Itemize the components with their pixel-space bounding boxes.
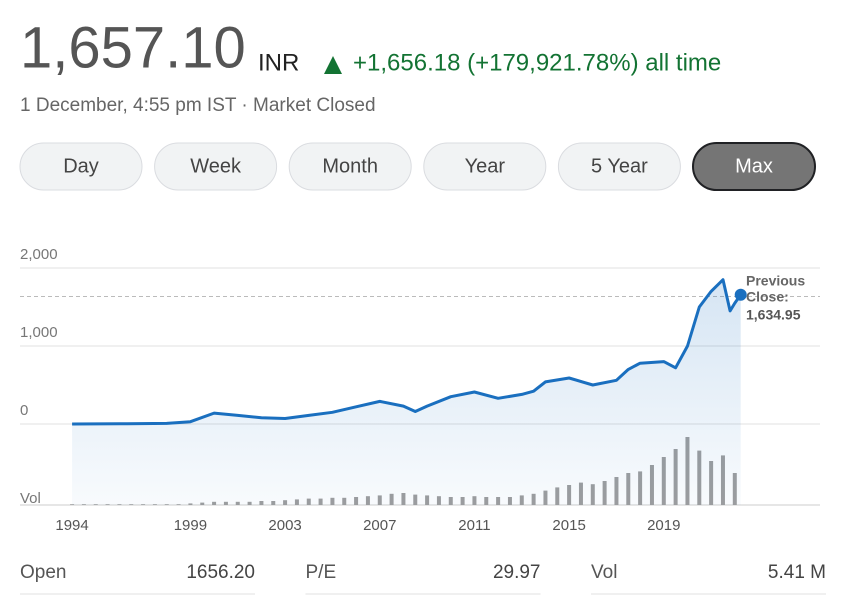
previous-close-text: Close: xyxy=(746,289,789,305)
up-arrow xyxy=(324,56,342,74)
last-point xyxy=(734,288,747,301)
range-label[interactable]: Day xyxy=(63,155,99,177)
volume-bar xyxy=(70,504,75,505)
price-line xyxy=(72,278,742,426)
range-label[interactable]: Year xyxy=(465,155,506,177)
y-tick-label: 0 xyxy=(20,402,28,419)
area-fill xyxy=(72,279,741,505)
x-tick-label: 1999 xyxy=(174,517,207,534)
x-tick-label: 2019 xyxy=(647,517,680,534)
stat-value: 1656.20 xyxy=(186,562,255,583)
stat-value: 29.97 xyxy=(493,562,541,583)
range-label[interactable]: 5 Year xyxy=(591,155,648,177)
previous-close-text: Previous xyxy=(746,273,805,289)
x-tick-label: 2003 xyxy=(268,517,301,534)
range-label[interactable]: Week xyxy=(190,155,242,177)
stat-label: Open xyxy=(20,562,66,583)
range-button[interactable] xyxy=(557,142,681,191)
stat-value: 5.41 M xyxy=(768,562,826,583)
range-button[interactable] xyxy=(154,142,278,191)
x-tick-label: 1994 xyxy=(55,517,88,534)
stat-label: Vol xyxy=(591,562,617,583)
y-tick-label: 1,000 xyxy=(20,324,58,341)
previous-close-value: 1,634.95 xyxy=(746,307,801,323)
x-tick-label: 2007 xyxy=(363,517,396,534)
range-button[interactable] xyxy=(288,142,412,191)
range-label[interactable]: Max xyxy=(735,155,773,177)
volume-label: Vol xyxy=(20,490,41,507)
range-button[interactable] xyxy=(692,142,816,191)
y-tick-label: 2,000 xyxy=(20,246,58,263)
change: +1,656.18 (+179,921.78%) all time xyxy=(353,49,721,76)
x-tick-label: 2011 xyxy=(458,517,490,534)
status: 1 December, 4:55 pm IST · Market Closed xyxy=(20,95,376,116)
currency: INR xyxy=(258,49,299,76)
range-button[interactable] xyxy=(423,142,547,191)
range-button[interactable] xyxy=(19,142,143,191)
stat-label: P/E xyxy=(306,562,337,583)
range-label[interactable]: Month xyxy=(322,155,378,177)
price: 1,657.10 xyxy=(20,15,246,80)
x-tick-label: 2015 xyxy=(552,517,585,534)
